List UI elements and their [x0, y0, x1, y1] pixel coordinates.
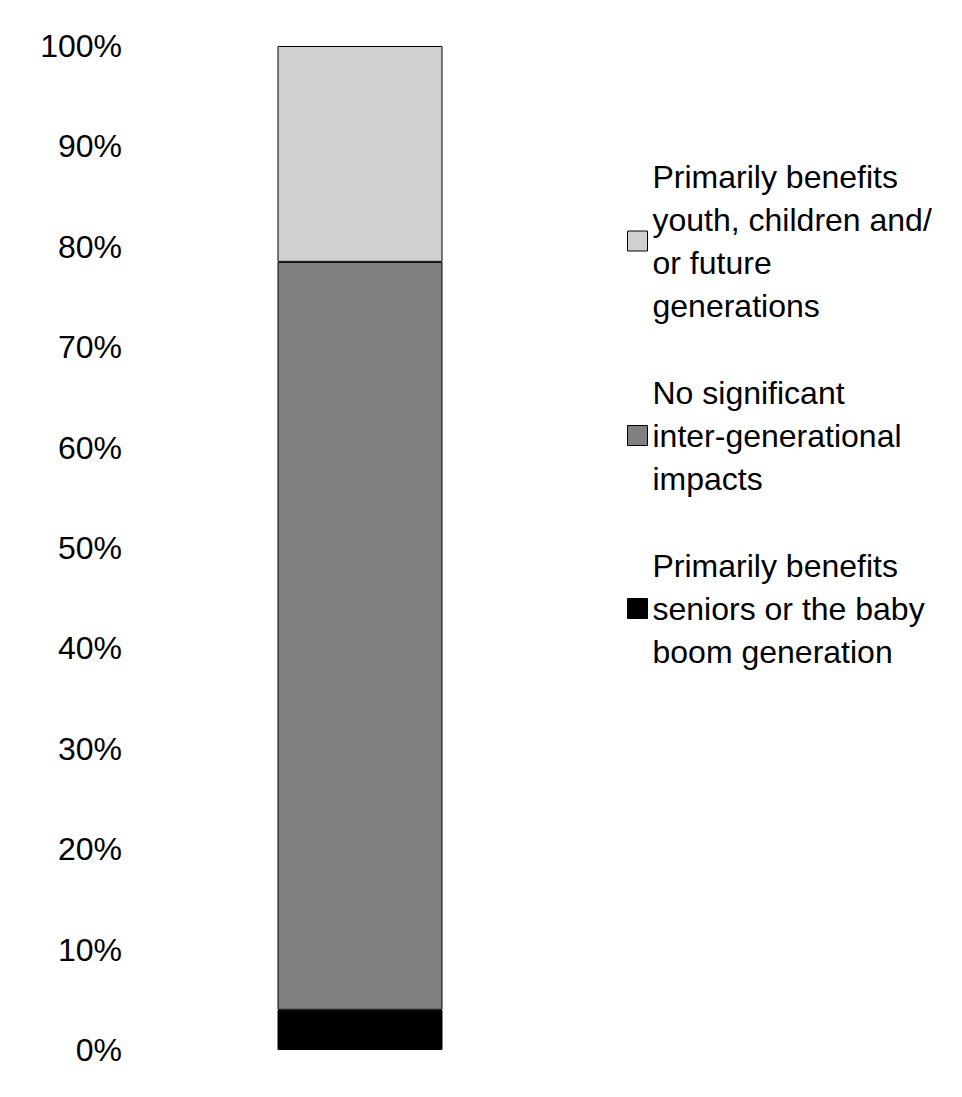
svg-text:70%: 70% — [58, 329, 122, 365]
svg-text:seniors or the baby: seniors or the baby — [653, 591, 934, 627]
svg-text:30%: 30% — [58, 731, 122, 767]
svg-text:10%: 10% — [58, 932, 122, 968]
svg-text:youth, children and/: youth, children and/ — [653, 202, 932, 238]
svg-text:or future: or future — [653, 245, 781, 281]
svg-text:100%: 100% — [40, 28, 122, 64]
svg-text:0%: 0% — [76, 1032, 122, 1068]
svg-text:40%: 40% — [58, 630, 122, 666]
svg-text:impacts: impacts — [653, 461, 763, 497]
svg-text:50%: 50% — [58, 530, 122, 566]
svg-text:80%: 80% — [58, 229, 122, 265]
svg-text:Primarily benefits: Primarily benefits — [653, 548, 907, 584]
svg-text:90%: 90% — [58, 128, 122, 164]
svg-text:inter-generational: inter-generational — [653, 418, 911, 454]
svg-text:generations: generations — [653, 288, 820, 324]
svg-text:20%: 20% — [58, 831, 122, 867]
svg-text:boom generation: boom generation — [653, 634, 893, 670]
svg-text:Primarily benefits: Primarily benefits — [653, 159, 907, 195]
svg-text:No significant: No significant — [653, 375, 854, 411]
svg-text:60%: 60% — [58, 430, 122, 466]
